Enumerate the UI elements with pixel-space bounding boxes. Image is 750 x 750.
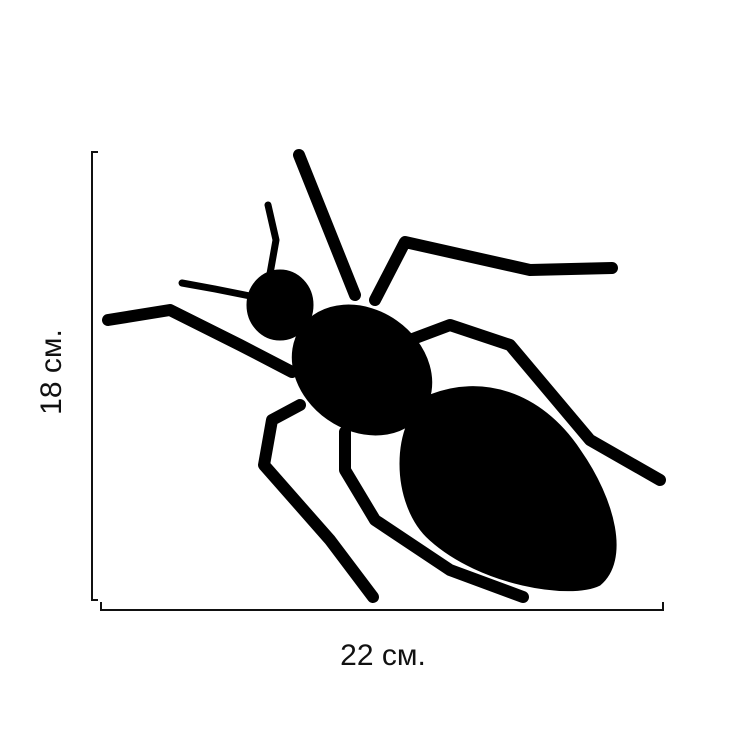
width-dimension-label: 22 см.: [340, 639, 426, 672]
antenna-left: [178, 279, 254, 300]
ant-legs: [102, 149, 666, 603]
dimension-lines: [91, 151, 664, 611]
height-dimension-label: 18 см.: [35, 329, 68, 415]
top-leg: [293, 149, 361, 301]
ant-head: [246, 269, 314, 341]
antenna-upper: [264, 201, 280, 289]
front-left-leg: [102, 304, 298, 378]
bottom-leg: [339, 426, 529, 603]
ant-antennae: [178, 201, 280, 300]
ant-abdomen: [399, 386, 617, 592]
left-mid-leg: [258, 399, 379, 603]
ant-silhouette: [102, 149, 666, 603]
right-upper-leg: [369, 236, 618, 306]
width-dimension-line: [100, 602, 664, 611]
height-dimension-line: [91, 151, 98, 601]
right-mid-leg: [404, 319, 666, 486]
